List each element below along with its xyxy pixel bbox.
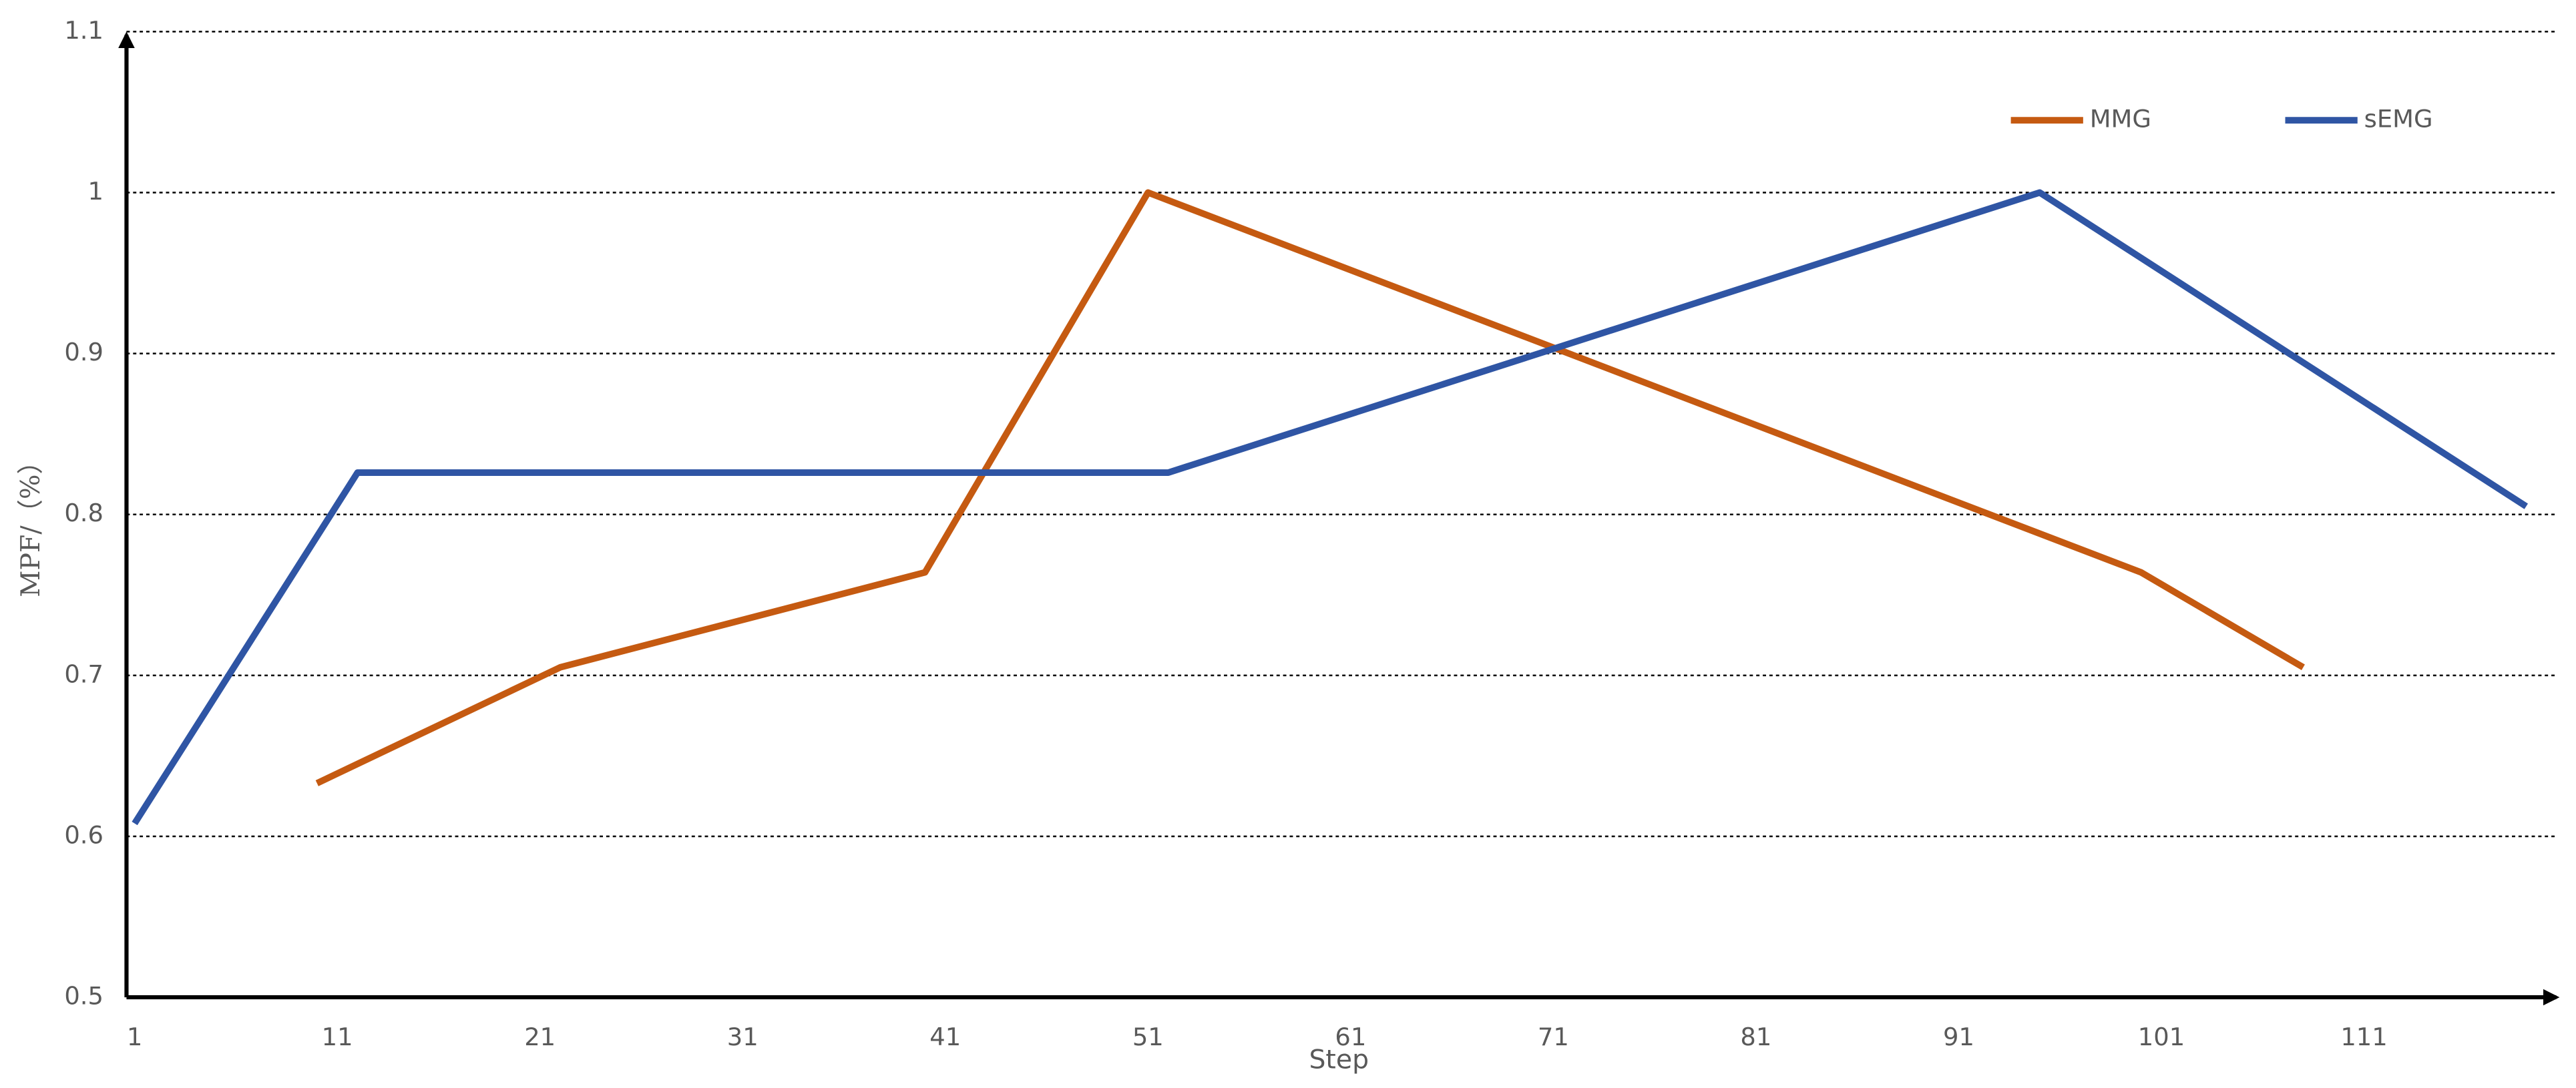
y-axis-label: MPF/（%） xyxy=(15,448,46,597)
line-series xyxy=(315,189,2305,786)
x-tick-label: 21 xyxy=(524,1023,556,1051)
y-tick-label: 0.5 xyxy=(64,982,103,1011)
x-tick-label: 111 xyxy=(2340,1023,2387,1051)
x-tick-label: 31 xyxy=(727,1023,759,1051)
x-tick-label: 51 xyxy=(1132,1023,1164,1051)
y-tick-label: 0.7 xyxy=(64,659,103,688)
y-tick-label: 1 xyxy=(88,177,103,206)
x-axis-label: Step xyxy=(1309,1045,1369,1075)
y-tick-label: 0.9 xyxy=(64,338,103,366)
legend-label: MMG xyxy=(2090,105,2151,133)
x-tick-label: 91 xyxy=(1943,1023,1974,1051)
x-tick-label: 71 xyxy=(1538,1023,1569,1051)
x-tick-label: 81 xyxy=(1740,1023,1771,1051)
legend-label: sEMG xyxy=(2364,105,2433,133)
y-tick-label: 1.1 xyxy=(64,16,103,45)
x-tick-label: 41 xyxy=(929,1023,961,1051)
x-tick-label: 61 xyxy=(1335,1023,1366,1051)
x-tick-label: 1 xyxy=(127,1023,142,1051)
line-series xyxy=(132,189,2529,826)
x-tick-label: 101 xyxy=(2138,1023,2185,1051)
y-tick-label: 0.8 xyxy=(64,499,103,527)
y-tick-label: 0.6 xyxy=(64,820,103,849)
x-tick-label: 11 xyxy=(322,1023,353,1051)
